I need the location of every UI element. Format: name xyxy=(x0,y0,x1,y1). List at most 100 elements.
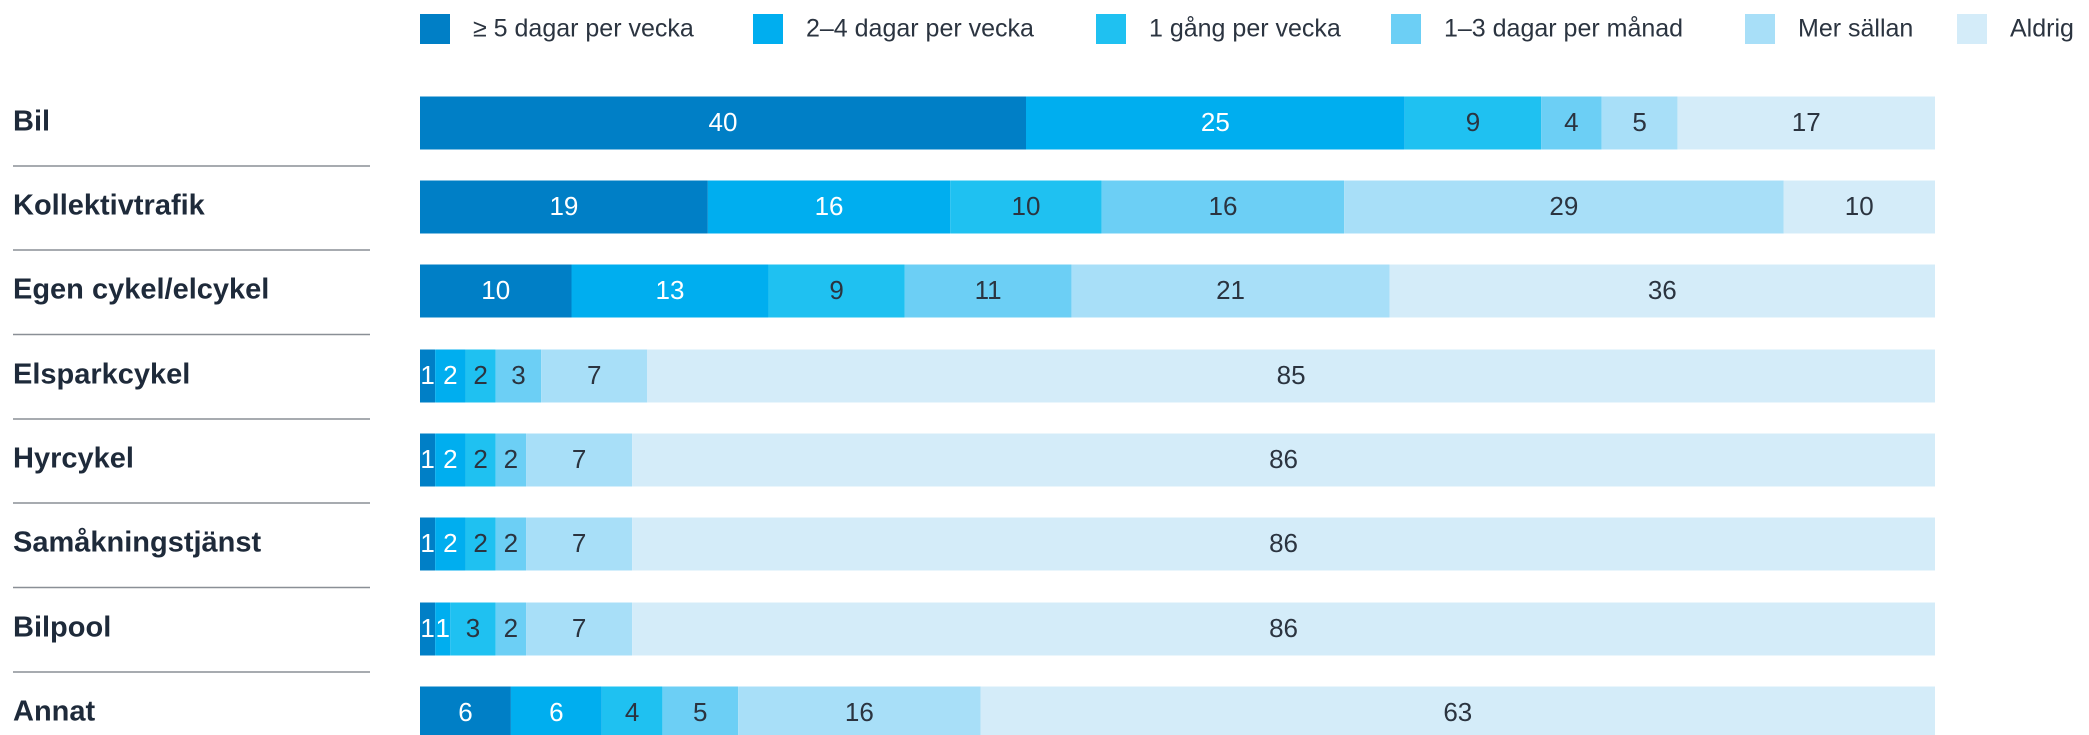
value-label: 9 xyxy=(829,275,843,305)
category-label: Samåkningstjänst xyxy=(13,527,262,559)
bar-segment xyxy=(435,433,466,487)
legend-swatch xyxy=(1957,14,1987,44)
bar-segment xyxy=(495,349,542,403)
value-label: 5 xyxy=(693,697,707,727)
bar-segment xyxy=(1026,96,1405,150)
bar-segment xyxy=(435,602,451,656)
value-label: 2 xyxy=(473,360,487,390)
value-label: 5 xyxy=(1632,107,1646,137)
category-label: Hyrcykel xyxy=(13,443,134,475)
bar-segment xyxy=(768,264,905,318)
value-label: 17 xyxy=(1792,107,1821,137)
bar-segment xyxy=(738,686,981,735)
category-label: Egen cykel/elcykel xyxy=(13,274,269,306)
value-label: 2 xyxy=(443,444,457,474)
bar-segment xyxy=(495,517,527,571)
bar-segment xyxy=(1783,180,1935,234)
bar-segment xyxy=(420,602,436,656)
bar-segment xyxy=(632,602,1935,656)
value-label: 2 xyxy=(473,444,487,474)
legend-swatch xyxy=(420,14,450,44)
value-label: 85 xyxy=(1277,360,1306,390)
value-label: 19 xyxy=(549,191,578,221)
bar-segment xyxy=(420,180,708,234)
value-label: 21 xyxy=(1216,275,1245,305)
value-label: 36 xyxy=(1648,275,1677,305)
bar-segment xyxy=(541,349,648,403)
bar-segment xyxy=(707,180,951,234)
bar-segment xyxy=(495,433,527,487)
bar-segment xyxy=(1071,264,1390,318)
value-label: 16 xyxy=(815,191,844,221)
legend-label: 1–3 dagar per månad xyxy=(1444,15,1683,43)
legend-swatch xyxy=(1391,14,1421,44)
category-label: Kollektivtrafik xyxy=(13,190,206,222)
category-label: Annat xyxy=(13,696,96,728)
value-label: 1 xyxy=(420,613,434,643)
value-label: 2 xyxy=(443,360,457,390)
bar-segment xyxy=(1601,96,1678,150)
bar-segment xyxy=(632,433,1935,487)
value-label: 86 xyxy=(1269,613,1298,643)
value-label: 29 xyxy=(1549,191,1578,221)
value-label: 63 xyxy=(1443,697,1472,727)
value-label: 6 xyxy=(458,697,472,727)
bar-segment xyxy=(662,686,739,735)
value-label: 1 xyxy=(435,613,449,643)
value-label: 3 xyxy=(511,360,525,390)
legend-label: 1 gång per vecka xyxy=(1149,15,1341,43)
value-label: 9 xyxy=(1466,107,1480,137)
bar-segment xyxy=(465,433,496,487)
value-label: 2 xyxy=(504,528,518,558)
value-label: 10 xyxy=(1845,191,1874,221)
bar-segment xyxy=(435,517,466,571)
bar-segment xyxy=(420,96,1026,150)
bar-segment xyxy=(1389,264,1935,318)
bar-segment xyxy=(1541,96,1602,150)
legend-swatch xyxy=(1745,14,1775,44)
value-label: 16 xyxy=(845,697,874,727)
bar-segment xyxy=(571,264,769,318)
value-label: 7 xyxy=(587,360,601,390)
bar-segment xyxy=(1677,96,1935,150)
bar-segment xyxy=(420,517,436,571)
legend-label: ≥ 5 dagar per vecka xyxy=(473,15,694,43)
value-label: 1 xyxy=(420,444,434,474)
value-label: 7 xyxy=(572,528,586,558)
legend-label: Mer sällan xyxy=(1798,15,1913,43)
value-label: 3 xyxy=(466,613,480,643)
value-label: 16 xyxy=(1208,191,1237,221)
value-label: 2 xyxy=(504,444,518,474)
value-label: 4 xyxy=(625,697,639,727)
value-label: 11 xyxy=(975,275,1002,305)
bar-segment xyxy=(526,433,633,487)
bar-segment xyxy=(601,686,663,735)
value-label: 7 xyxy=(572,444,586,474)
value-label: 13 xyxy=(656,275,685,305)
value-label: 6 xyxy=(549,697,563,727)
bar-segment xyxy=(465,517,496,571)
bar-segment xyxy=(495,602,527,656)
bar-segment xyxy=(435,349,466,403)
bar-segment xyxy=(950,180,1102,234)
value-label: 2 xyxy=(504,613,518,643)
bar-segment xyxy=(420,433,436,487)
bar-segment xyxy=(510,686,602,735)
legend-swatch xyxy=(1096,14,1126,44)
legend-label: Aldrig xyxy=(2010,15,2074,43)
value-label: 4 xyxy=(1564,107,1578,137)
value-label: 1 xyxy=(420,528,434,558)
bar-segment xyxy=(632,517,1935,571)
value-label: 10 xyxy=(481,275,510,305)
category-label: Bilpool xyxy=(13,612,111,644)
bar-segment xyxy=(420,349,436,403)
value-label: 2 xyxy=(473,528,487,558)
bar-segment xyxy=(1344,180,1784,234)
bar-segment xyxy=(420,264,572,318)
bar-segment xyxy=(904,264,1072,318)
value-label: 10 xyxy=(1012,191,1041,221)
value-label: 1 xyxy=(420,360,434,390)
bar-segment xyxy=(980,686,1935,735)
category-label: Bil xyxy=(13,106,50,138)
bar-segment xyxy=(420,686,511,735)
